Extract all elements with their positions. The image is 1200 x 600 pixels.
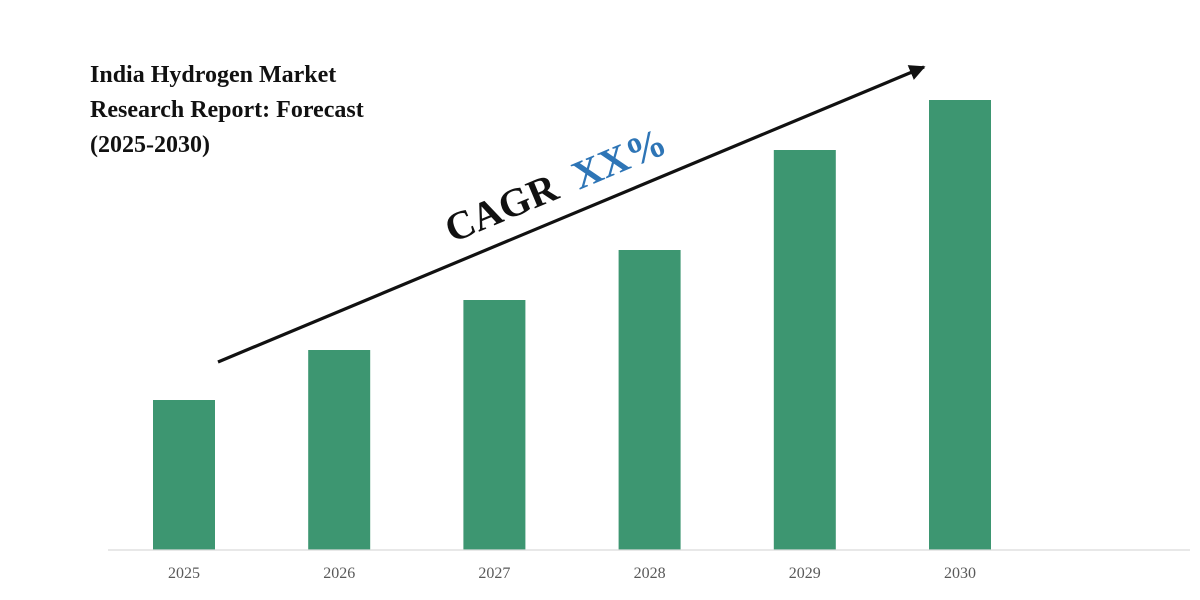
bar-2029 [773, 150, 836, 550]
bar-2025 [153, 400, 215, 550]
x-tick-labels: 2025 2026 2027 2028 2029 2030 [168, 565, 976, 582]
x-tick-label-2026: 2026 [323, 565, 355, 582]
cagr-prefix-label: CAGR [438, 164, 565, 251]
bar-2030 [929, 100, 991, 550]
bar-2026 [308, 350, 371, 550]
x-tick-label-2028: 2028 [634, 565, 666, 582]
chart-title-line-3: (2025-2030) [90, 132, 210, 158]
x-tick-label-2027: 2027 [478, 565, 510, 582]
x-tick-label-2029: 2029 [789, 565, 821, 582]
bars-group [153, 100, 991, 550]
chart-title: India Hydrogen Market Research Report: F… [90, 58, 430, 163]
trend-arrow [217, 65, 926, 364]
x-tick-label-2030: 2030 [944, 565, 976, 582]
chart-title-line-2: Research Report: Forecast [90, 97, 364, 123]
cagr-value-label: XX% [565, 119, 673, 198]
bar-2028 [618, 250, 681, 550]
x-tick-label-2025: 2025 [168, 565, 200, 582]
bar-2027 [463, 300, 526, 550]
chart-title-line-1: India Hydrogen Market [90, 62, 337, 88]
